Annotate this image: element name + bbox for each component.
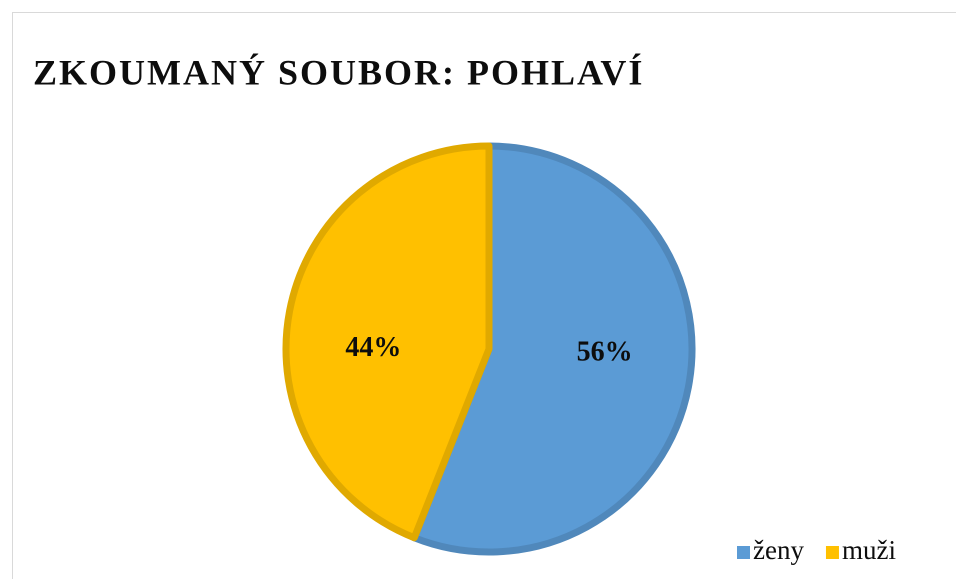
chart-title: ZKOUMANÝ SOUBOR: POHLAVÍ (33, 52, 644, 92)
legend-label: ženy (753, 535, 804, 565)
legend-swatch (825, 546, 839, 559)
pie-slice (410, 142, 696, 556)
pie-slice (282, 142, 493, 542)
legend-swatch (737, 546, 750, 559)
legend-label: muži (842, 535, 896, 565)
data-label: 56% (577, 337, 633, 368)
data-label: 44% (345, 332, 401, 363)
